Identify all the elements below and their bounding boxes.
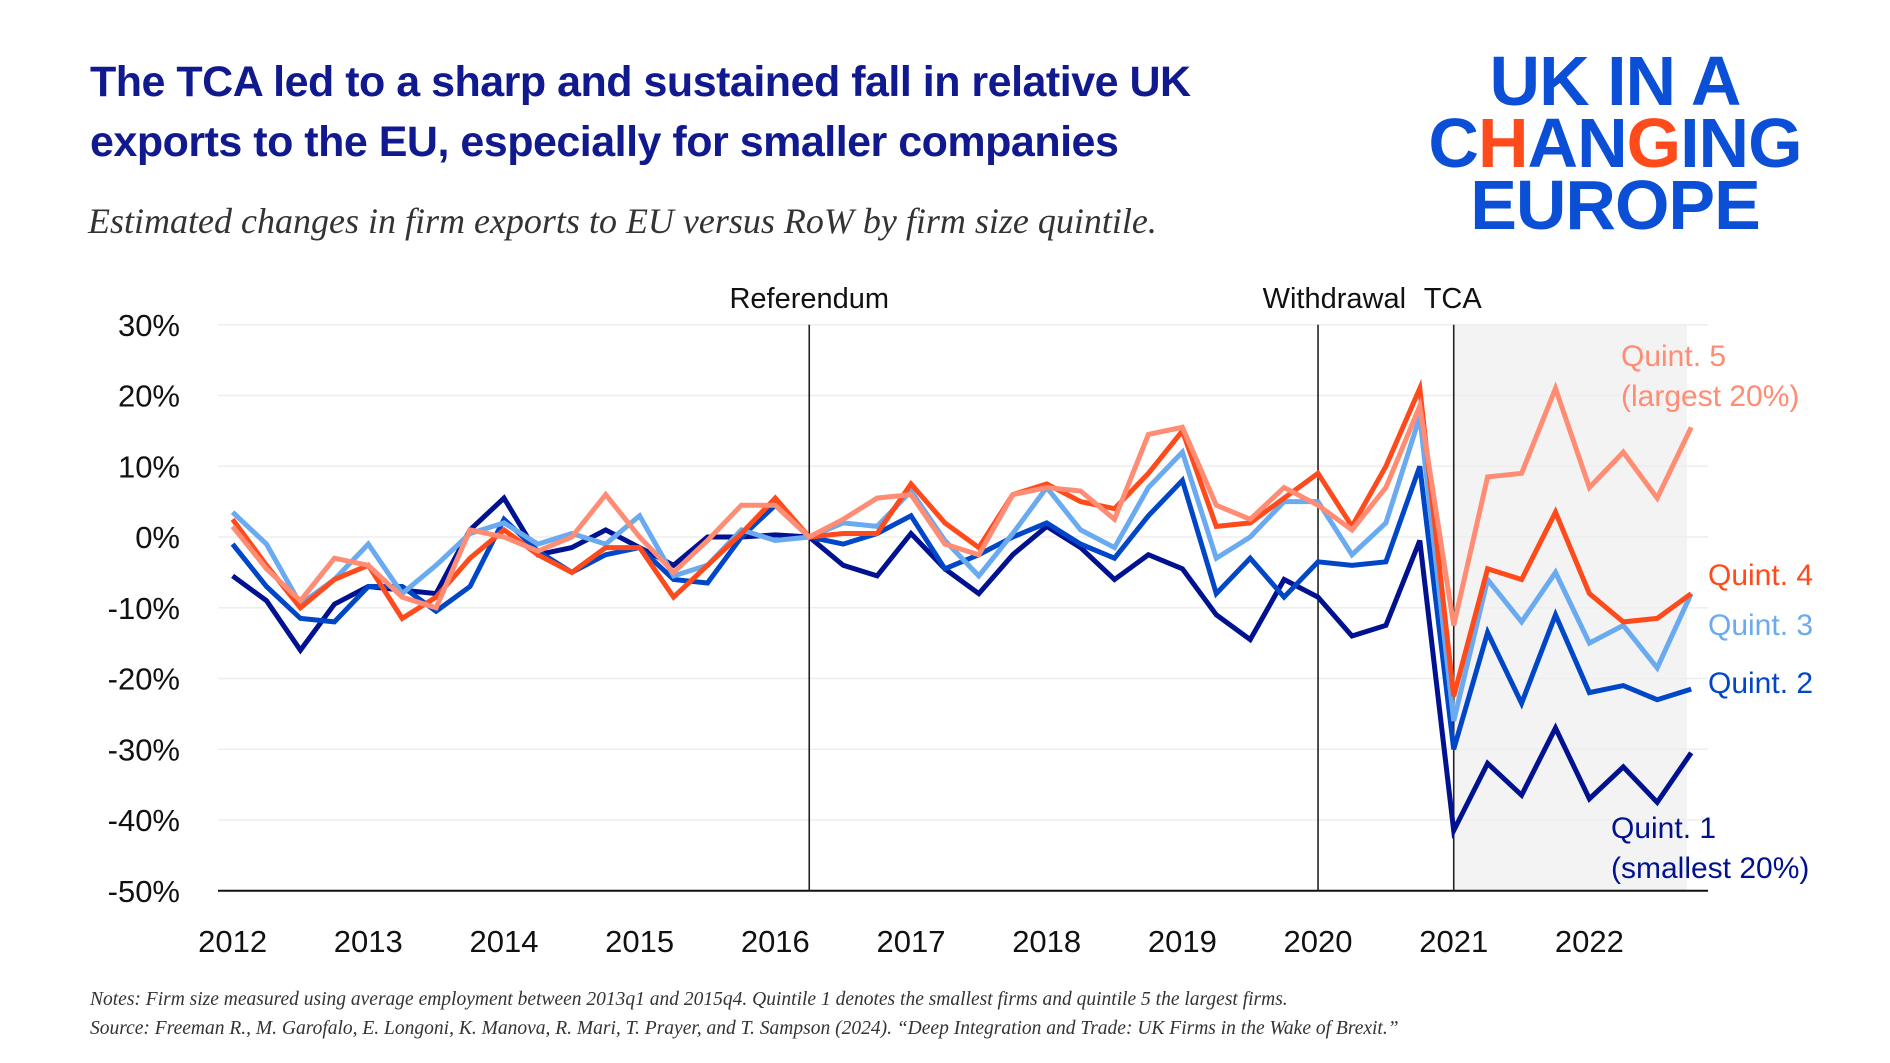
y-tick-label: -40% <box>108 803 180 838</box>
series-label-quint-1: Quint. 1 <box>1611 812 1716 845</box>
logo-line-3: EUROPE <box>1470 166 1761 244</box>
x-tick-label: 2015 <box>605 924 674 959</box>
x-tick-label: 2016 <box>741 924 810 959</box>
y-tick-label: 20% <box>118 379 180 414</box>
x-tick-label: 2022 <box>1555 924 1624 959</box>
chart-subtitle: Estimated changes in firm exports to EU … <box>88 201 1157 241</box>
title-line-2: exports to the EU, especially for smalle… <box>90 118 1119 166</box>
series-sublabel-quint-1: (smallest 20%) <box>1611 852 1809 885</box>
event-label: Withdrawal <box>1263 283 1406 315</box>
notes-line: Notes: Firm size measured using average … <box>90 989 1288 1010</box>
logo-line-2: CHANGING <box>1428 104 1802 182</box>
y-tick-label: 10% <box>118 449 180 484</box>
x-tick-label: 2019 <box>1148 924 1217 959</box>
x-tick-label: 2017 <box>877 924 946 959</box>
event-label: Referendum <box>729 283 889 315</box>
y-tick-label: -30% <box>108 732 180 767</box>
title-line-1: The TCA led to a sharp and sustained fal… <box>90 58 1191 106</box>
x-tick-label: 2020 <box>1284 924 1353 959</box>
series-line-quint-4 <box>230 378 1693 697</box>
chart-title: The TCA led to a sharp and sustained fal… <box>90 52 1191 172</box>
source-line: Source: Freeman R., M. Garofalo, E. Long… <box>90 1018 1399 1039</box>
series-label-quint-4: Quint. 4 <box>1708 559 1813 592</box>
series-label-quint-5: Quint. 5 <box>1621 340 1726 373</box>
x-tick-label: 2012 <box>198 924 267 959</box>
uk-in-a-changing-europe-logo: UK IN A CHANGING EUROPE <box>1410 42 1820 244</box>
series-label-quint-3: Quint. 3 <box>1708 609 1813 642</box>
y-tick-label: -50% <box>108 874 180 909</box>
series-sublabel-quint-5: (largest 20%) <box>1621 380 1799 413</box>
event-label: TCA <box>1424 283 1483 315</box>
series-label-quint-2: Quint. 2 <box>1708 667 1813 700</box>
logo-line-1: UK IN A <box>1489 42 1742 120</box>
chart-notes: Notes: Firm size measured using average … <box>90 985 1399 1043</box>
y-tick-label: -10% <box>108 591 180 626</box>
y-tick-label: 30% <box>118 308 180 343</box>
x-tick-label: 2018 <box>1012 924 1081 959</box>
x-tick-label: 2021 <box>1419 924 1488 959</box>
x-tick-label: 2014 <box>469 924 538 959</box>
series-line-quint-5 <box>230 381 1694 626</box>
x-tick-label: 2013 <box>334 924 403 959</box>
y-tick-label: 0% <box>135 520 180 555</box>
series-line-quint-1 <box>231 494 1694 840</box>
y-tick-label: -20% <box>108 662 180 697</box>
